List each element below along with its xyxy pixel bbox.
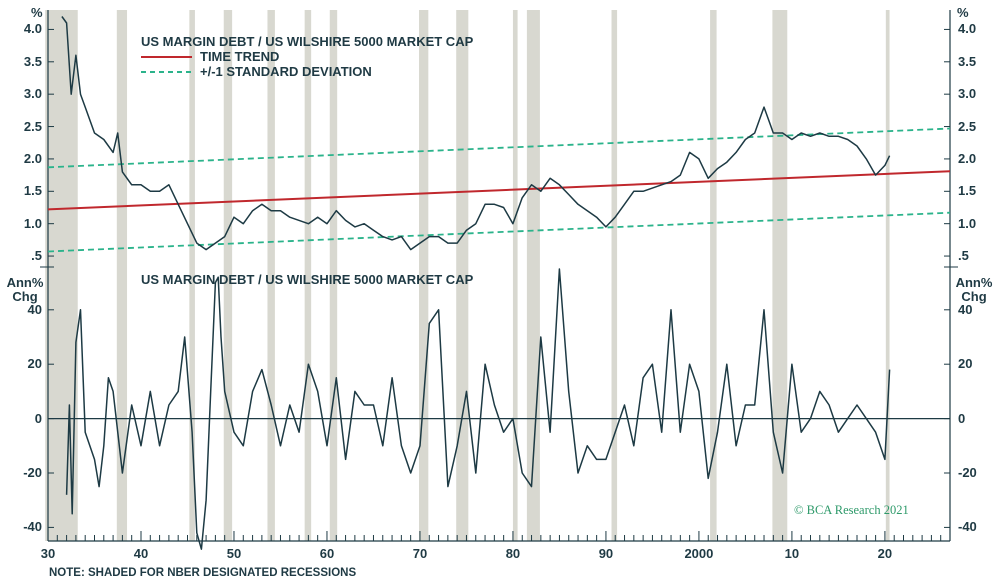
recession-band: [116, 10, 128, 541]
x-tick-label: 70: [412, 546, 428, 561]
footnote: NOTE: SHADED FOR NBER DESIGNATED RECESSI…: [49, 567, 357, 579]
top-panel-y-tick-label-left: 1.5: [23, 183, 42, 199]
recession-band: [304, 10, 312, 541]
top-panel-y-tick-label-right: 3.5: [958, 53, 977, 69]
top-left-unit: %: [31, 5, 43, 20]
x-tick-label: 10: [784, 546, 800, 561]
top-panel-y-tick-label-left: 2.0: [23, 150, 42, 166]
recession-band: [267, 10, 275, 541]
top-panel-y-tick-label-left: 3.5: [23, 53, 42, 69]
credit-text: © BCA Research 2021: [794, 503, 909, 517]
recession-band: [772, 10, 788, 541]
legend-band-label: +/-1 STANDARD DEVIATION: [200, 64, 372, 79]
recession-band: [456, 10, 469, 541]
recession-band: [611, 10, 618, 541]
bottom-panel-y-tick-label-right: -40: [958, 519, 977, 535]
top-panel-y-tick-label-left: 3.0: [23, 86, 42, 102]
x-tick-label: 90: [598, 546, 614, 561]
top-right-unit: %: [957, 5, 969, 20]
margin-debt-ratio-line: [61, 16, 891, 251]
legend-series-label: US MARGIN DEBT / US WILSHIRE 5000 MARKET…: [141, 34, 474, 49]
top-panel-y-tick-label-right: 2.0: [958, 150, 977, 166]
top-panel-y-tick-label-left: 2.5: [23, 118, 42, 134]
recession-band: [329, 10, 338, 541]
bottom-panel-y-tick-label-left: -20: [23, 465, 42, 480]
recession-band: [419, 10, 429, 541]
bottom-panel-y-tick-label-left: 0: [34, 410, 42, 426]
bottom-left-unit: Ann% Chg: [6, 275, 44, 304]
top-panel-y-tick-label-right: .5: [958, 248, 969, 264]
lower-std-band-line: [47, 211, 951, 253]
recession-band: [189, 10, 195, 541]
x-tick-label: 30: [40, 546, 56, 561]
bottom-panel-y-tick-label-right: 40: [958, 301, 973, 317]
bottom-panel-y-tick-label-left: 40: [27, 301, 42, 317]
time-trend-line: [47, 170, 951, 211]
bottom-panel-y-tick-label-right: 20: [958, 356, 973, 372]
bottom-panel-y-tick-label-left: -40: [23, 519, 42, 535]
bottom-panel-y-tick-label-left: 20: [27, 356, 42, 372]
annual-change-line: [65, 268, 891, 550]
recession-band: [885, 10, 890, 541]
bottom-right-unit: Ann% Chg: [955, 275, 993, 304]
top-panel-y-tick-label-left: .5: [31, 248, 42, 264]
bottom-panel-title: US MARGIN DEBT / US WILSHIRE 5000 MARKET…: [141, 272, 474, 287]
x-tick-label: 40: [133, 546, 149, 561]
recession-band: [45, 10, 78, 541]
top-panel-y-tick-label-right: 1.5: [958, 183, 977, 199]
top-panel-y-tick-label-left: 4.0: [23, 21, 42, 37]
x-tick-label: 80: [505, 546, 521, 561]
x-tick-label: 60: [319, 546, 335, 561]
x-tick-label: 50: [226, 546, 242, 561]
top-panel-y-tick-label-left: 1.0: [23, 215, 42, 231]
top-panel-y-tick-label-right: 1.0: [958, 215, 977, 231]
bottom-panel-y-tick-label-right: -20: [958, 465, 977, 480]
legend-trend-label: TIME TREND: [200, 49, 280, 64]
top-panel-y-tick-label-right: 3.0: [958, 86, 977, 102]
recession-band: [512, 10, 518, 541]
top-panel-y-tick-label-right: 2.5: [958, 118, 977, 134]
x-tick-label: 20: [877, 546, 893, 561]
recession-band: [223, 10, 233, 541]
top-panel-y-tick-label-right: 4.0: [958, 21, 977, 37]
bottom-panel-y-tick-label-right: 0: [958, 410, 966, 426]
x-tick-label: 2000: [684, 546, 714, 561]
recession-band: [710, 10, 717, 541]
